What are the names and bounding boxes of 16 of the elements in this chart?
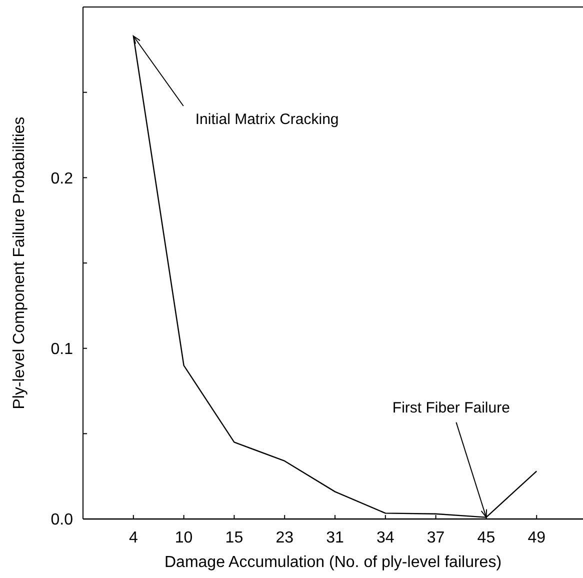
annotation: Initial Matrix Cracking xyxy=(195,111,339,128)
y-tick-label: 0.0 xyxy=(50,512,74,529)
x-tick-label: 37 xyxy=(426,530,445,547)
x-tick-label: 10 xyxy=(174,530,193,547)
x-tick-label: 4 xyxy=(128,530,138,547)
x-axis-title: Damage Accumulation (No. of ply-level failures) xyxy=(164,554,502,571)
y-tick-label: 0.2 xyxy=(50,170,74,188)
x-tick-label: 45 xyxy=(477,530,496,547)
x-tick-label: 23 xyxy=(276,530,294,547)
x-tick-label: 15 xyxy=(225,530,244,547)
y-axis-title: Ply-level Component Failure Probabilities xyxy=(11,116,28,410)
annotation: First Fiber Failure xyxy=(392,399,510,416)
x-tick-label: 34 xyxy=(376,530,394,547)
y-tick-label: 0.1 xyxy=(50,340,74,358)
x-tick-label: 31 xyxy=(326,530,344,547)
x-tick-label: 49 xyxy=(528,530,546,547)
